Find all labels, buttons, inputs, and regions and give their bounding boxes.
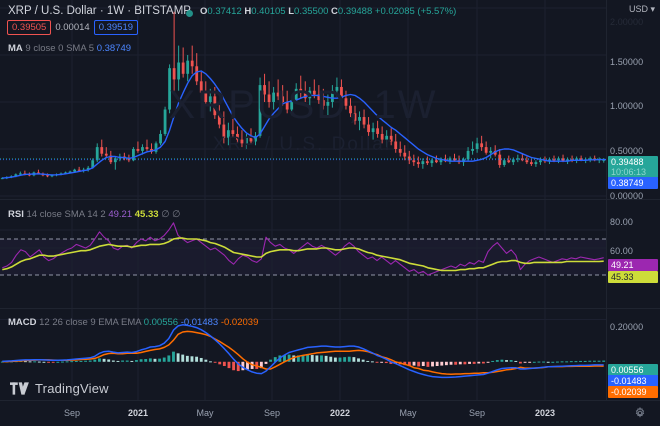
macd-signal-badge[interactable]: -0.02039 [608, 386, 658, 398]
time-tick-1: 2021 [127, 408, 149, 418]
time-tick-2: May [196, 408, 214, 418]
ma-indicator-value: 0.38749 [96, 43, 132, 54]
time-tick-5: May [399, 408, 417, 418]
chart-settings-gear-icon[interactable] [634, 407, 646, 419]
last-price-badge[interactable]: 0.39488 [608, 156, 658, 168]
price-tick-0: 0.00000 [610, 191, 644, 201]
macd-indicator-name: MACD [8, 317, 37, 328]
ohlc-open-value: 0.37412 [207, 6, 242, 17]
tradingview-logo[interactable]: TradingView [10, 381, 109, 396]
macd-indicator-legend[interactable]: MACD 12 26 close 9 EMA EMA 0.00556 -0.01… [8, 316, 258, 329]
axis-divider-macd [606, 308, 660, 309]
macd-line-badge[interactable]: -0.01483 [608, 375, 658, 387]
tradingview-logo-text: TradingView [35, 381, 109, 396]
rsi-value: 49.21 [108, 209, 133, 220]
live-status-dot [186, 10, 193, 17]
macd-chart-canvas[interactable] [0, 309, 606, 400]
price-chart-canvas[interactable] [0, 0, 606, 199]
ohlc-high-value: 0.40105 [251, 6, 286, 17]
price-tick-1: 1.00000 [610, 101, 644, 111]
axis-divider-rsi [606, 199, 660, 200]
countdown-badge: 10:06:13 [608, 166, 658, 178]
currency-selector[interactable]: USD ▾ [628, 4, 655, 14]
bid-price-button[interactable]: 0.39505 [7, 20, 52, 35]
price-pane[interactable] [0, 0, 606, 199]
rsi-eye-icon[interactable]: ∅ [161, 209, 170, 220]
time-tick-0: Sep [63, 408, 81, 418]
macd-histogram-value: 0.00556 [143, 317, 179, 328]
rsi-indicator-params: 14 close SMA 14 2 [26, 209, 106, 220]
ohlc-close-label: C [331, 6, 338, 17]
symbol-title[interactable]: XRP / U.S. Dollar · 1W · BITSTAMP [8, 5, 191, 17]
time-tick-6: Sep [468, 408, 486, 418]
tradingview-logo-icon [10, 382, 29, 395]
rsi-pane[interactable] [0, 200, 606, 308]
ma-indicator-legend[interactable]: MA 9 close 0 SMA 5 0.38749 [8, 42, 131, 55]
ohlc-low-value: 0.35500 [294, 6, 329, 17]
price-tick-0_5: 0.50000 [610, 146, 644, 156]
price-scale[interactable]: USD ▾ 2.00000 1.50000 1.00000 0.50000 0.… [606, 0, 660, 400]
ma-indicator-name: MA [8, 43, 23, 54]
rsi-sma-value: 45.33 [134, 209, 159, 220]
time-tick-7: 2023 [534, 408, 556, 418]
ma-price-badge[interactable]: 0.38749 [608, 177, 658, 189]
price-tick-1_5: 1.50000 [610, 57, 644, 67]
macd-indicator-params: 12 26 close 9 EMA EMA [39, 317, 142, 328]
rsi-value-badge[interactable]: 49.21 [608, 259, 658, 271]
pane-divider-macd[interactable] [0, 308, 606, 309]
macd-tick-02: 0.20000 [610, 322, 644, 332]
rsi-settings-icon[interactable]: ∅ [172, 209, 181, 220]
quote-row: 0.39505 0.00014 0.39519 [7, 20, 139, 35]
pane-divider-rsi[interactable] [0, 199, 606, 200]
rsi-tick-60: 60.00 [610, 246, 634, 256]
price-tick-2: 2.00000 [610, 17, 644, 27]
rsi-indicator-legend[interactable]: RSI 14 close SMA 14 2 49.21 45.33 ∅ ∅ [8, 208, 180, 221]
macd-pane[interactable] [0, 309, 606, 400]
time-tick-3: Sep [263, 408, 281, 418]
time-scale[interactable]: Sep 2021 May Sep 2022 May Sep 2023 [0, 400, 660, 426]
spread-value: 0.00014 [55, 22, 90, 33]
ohlc-legend: O0.37412 H0.40105 L0.35500 C0.39488 +0.0… [200, 6, 456, 17]
ohlc-open-label: O [200, 6, 208, 17]
macd-histogram-badge[interactable]: 0.00556 [608, 364, 658, 376]
ma-indicator-params: 9 close 0 SMA 5 [25, 43, 95, 54]
ohlc-high-label: H [244, 6, 252, 17]
ohlc-low-label: L [288, 6, 295, 17]
macd-signal-value: -0.02039 [220, 317, 259, 328]
rsi-tick-80: 80.00 [610, 217, 634, 227]
ohlc-close-value: 0.39488 [337, 6, 373, 17]
rsi-sma-value-badge[interactable]: 45.33 [608, 271, 658, 283]
ohlc-change: +0.02085 (+5.57%) [374, 6, 457, 17]
time-tick-4: 2022 [329, 408, 351, 418]
macd-line-value: -0.01483 [180, 317, 219, 328]
ask-price-button[interactable]: 0.39519 [93, 20, 139, 35]
rsi-chart-canvas[interactable] [0, 200, 606, 308]
rsi-indicator-name: RSI [8, 209, 24, 220]
currency-label: USD [628, 4, 648, 14]
